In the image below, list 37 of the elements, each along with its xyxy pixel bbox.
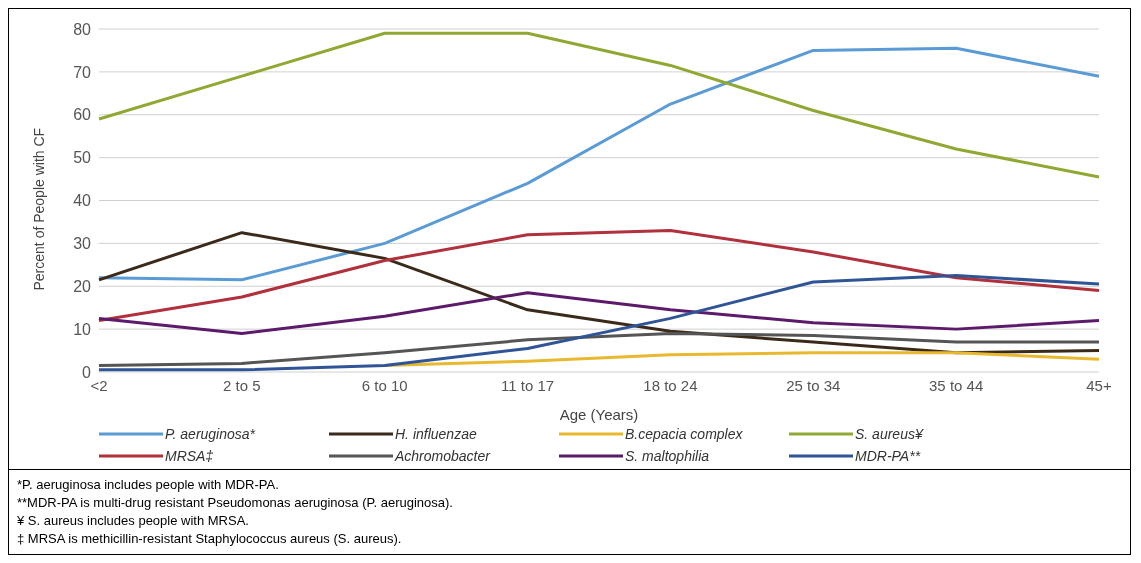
y-tick-label: 0 xyxy=(82,363,92,381)
x-tick-label: 11 to 17 xyxy=(501,376,555,394)
x-tick-label: 18 to 24 xyxy=(643,376,698,394)
y-axis-title: Percent of People with CF xyxy=(30,127,47,291)
legend-label: P. aeruginosa* xyxy=(165,426,256,442)
text: *P. aeruginosa includes people with MDR-PA. xyxy=(17,476,280,494)
x-tick-label: 25 to 34 xyxy=(786,376,841,394)
line-series xyxy=(97,229,1101,323)
legend-label: B.cepacia complex xyxy=(625,426,743,442)
line-series xyxy=(97,31,1101,179)
line-series xyxy=(97,331,1101,368)
x-tick-label: 45+ xyxy=(1086,376,1112,394)
text: ‡ MRSA is methicillin-resistant Staphylococcus aureus (S. aureus). xyxy=(17,530,403,548)
legend-label: H. influenzae xyxy=(395,426,477,442)
y-tick-label: 40 xyxy=(73,192,92,210)
legend-label: S. maltophilia xyxy=(625,448,710,464)
line-series xyxy=(97,291,1101,335)
line-series xyxy=(97,46,1101,282)
x-tick-label: <2 xyxy=(90,376,108,394)
legend-label: MRSA‡ xyxy=(165,448,214,464)
x-axis-title: Age (Years) xyxy=(559,406,639,423)
y-tick-label: 30 xyxy=(73,235,92,253)
legend-label: S. aureus¥ xyxy=(855,426,923,442)
y-tick-label: 80 xyxy=(73,20,92,38)
y-tick-label: 20 xyxy=(73,277,92,295)
x-tick-label: 6 to 10 xyxy=(361,376,408,394)
y-tick-label: 10 xyxy=(73,320,92,338)
y-tick-label: 60 xyxy=(73,106,92,124)
legend-label: MDR-PA** xyxy=(855,448,921,464)
x-tick-label: 2 to 5 xyxy=(223,376,261,394)
x-tick-label: 35 to 44 xyxy=(929,376,984,394)
y-tick-label: 70 xyxy=(73,63,92,81)
legend-label: Achromobacter xyxy=(395,448,490,464)
text: ¥ S. aureus includes people with MRSA. xyxy=(17,512,250,530)
text: **MDR-PA is multi-drug resistant Pseudomonas aeruginosa (P. aeruginosa). xyxy=(17,494,454,512)
line-series xyxy=(97,274,1101,372)
y-tick-label: 50 xyxy=(73,149,92,167)
